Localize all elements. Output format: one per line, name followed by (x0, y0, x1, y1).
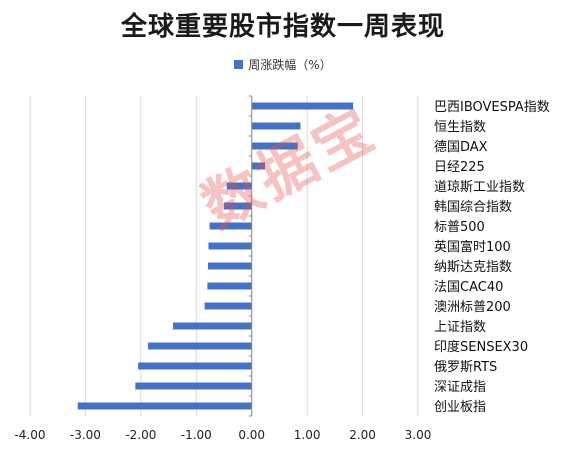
legend-entry: 周涨跌幅（%） (248, 58, 332, 72)
bar (208, 242, 252, 250)
bar (173, 322, 252, 330)
x-tick-label: 2.00 (349, 428, 376, 442)
category-label: 韩国综合指数 (434, 200, 512, 215)
category-label: 创业板指 (434, 400, 486, 415)
legend: 周涨跌幅（%） (0, 56, 566, 73)
bar (77, 402, 252, 410)
category-label: 日经225 (434, 160, 485, 175)
bar (135, 382, 252, 390)
bar (148, 342, 252, 350)
bar (226, 182, 252, 190)
category-label: 道琼斯工业指数 (434, 180, 525, 195)
category-label: 印度SENSEX30 (434, 339, 528, 355)
axes (248, 95, 253, 417)
x-tick-label: -4.00 (14, 428, 45, 442)
bar (224, 202, 252, 210)
category-label: 恒生指数 (434, 120, 486, 135)
x-tick-label: 1.00 (294, 428, 321, 442)
bar (251, 122, 301, 130)
chart-title: 全球重要股市指数一周表现 (120, 12, 445, 42)
category-label: 巴西IBOVESPA指数 (434, 100, 550, 115)
category-label: 纳斯达克指数 (434, 260, 512, 275)
x-tick-label: -1.00 (181, 428, 212, 442)
category-label: 德国DAX (434, 140, 488, 155)
category-label: 法国CAC40 (434, 280, 503, 295)
x-tick-label: -2.00 (125, 428, 156, 442)
bar (138, 362, 252, 370)
bar (251, 162, 266, 170)
category-label: 标普500 (434, 220, 485, 235)
x-tick-label: 3.00 (405, 428, 432, 442)
bar (207, 262, 252, 270)
category-label: 俄罗斯RTS (434, 360, 497, 375)
category-label: 澳洲标普200 (434, 299, 511, 315)
x-tick-labels: -4.00 -3.00 -2.00 -1.00 0.00 1.00 2.00 3.00 (14, 428, 431, 442)
bar (207, 282, 252, 290)
x-tick-label: -3.00 (70, 428, 101, 442)
bar (251, 102, 354, 110)
legend-swatch (234, 60, 244, 69)
bars (77, 102, 354, 410)
bar (209, 222, 252, 230)
bar (204, 302, 252, 310)
x-tick-label: 0.00 (238, 428, 265, 442)
category-label: 深证成指 (434, 380, 486, 395)
category-label: 上证指数 (434, 320, 486, 335)
category-label: 英国富时100 (434, 239, 511, 255)
bar (251, 142, 298, 150)
